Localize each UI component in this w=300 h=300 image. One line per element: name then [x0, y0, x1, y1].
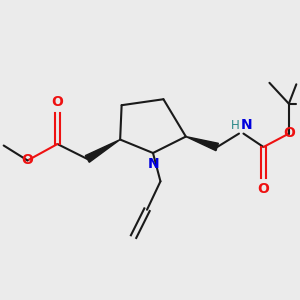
Text: O: O	[283, 126, 295, 140]
Text: O: O	[257, 182, 269, 196]
Polygon shape	[85, 140, 120, 162]
Text: N: N	[241, 118, 252, 132]
Text: O: O	[22, 154, 34, 167]
Text: O: O	[52, 95, 63, 109]
Polygon shape	[186, 136, 218, 151]
Text: H: H	[231, 119, 240, 132]
Text: N: N	[148, 157, 159, 171]
